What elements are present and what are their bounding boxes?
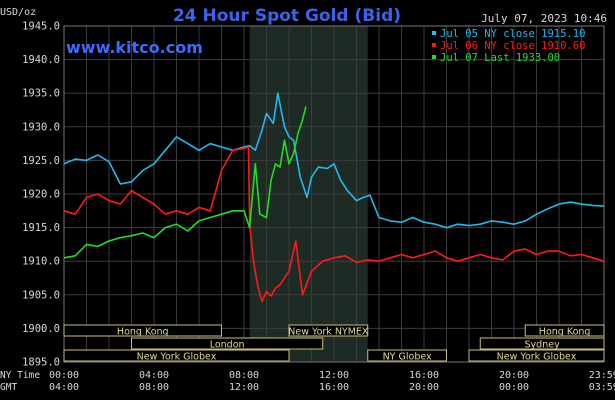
y-tick-label: 1905.0 xyxy=(22,289,60,301)
plot-frame xyxy=(63,25,605,363)
y-tick-label: 1900.0 xyxy=(22,323,60,335)
series-line-1 xyxy=(63,92,604,229)
session-label: London xyxy=(210,340,245,351)
ny-time-tick-label: 12:00 xyxy=(319,370,349,381)
legend: Jul 05 NY close 1915.10 Jul 06 NY close … xyxy=(432,28,585,64)
session-label: NY Globex xyxy=(383,352,432,363)
gmt-tick-label: 00:00 xyxy=(499,382,529,393)
session-label: New York Globex xyxy=(497,352,577,363)
session-bar xyxy=(63,324,222,337)
session-label: New York Globex xyxy=(137,352,217,363)
legend-label-jul07: Jul 07 Last 1933.00 xyxy=(440,52,560,64)
y-tick-label: 1910.0 xyxy=(22,256,60,268)
plot-area xyxy=(63,25,605,363)
series-line-3 xyxy=(63,106,307,259)
legend-marker xyxy=(432,43,436,47)
gmt-tick-label: 12:00 xyxy=(229,382,259,393)
session-bar xyxy=(479,337,605,350)
ny-time-tick-label: 08:00 xyxy=(229,370,259,381)
ny-time-tick-label: 00:00 xyxy=(49,370,79,381)
legend-label-jul06: Jul 06 NY close 1910.60 xyxy=(440,40,585,52)
chart-title: 24 Hour Spot Gold (Bid) xyxy=(173,6,401,26)
session-bar xyxy=(468,349,605,362)
y-tick-label: 1915.0 xyxy=(22,222,60,234)
session-bar xyxy=(63,349,290,362)
series-line-2 xyxy=(63,146,605,303)
session-bar xyxy=(367,349,447,362)
y-tick-label: 1930.0 xyxy=(22,121,60,133)
y-tick-label: 1895.0 xyxy=(22,357,60,369)
y-tick-label: 1920.0 xyxy=(22,189,60,201)
session-label: New York NYMEX xyxy=(288,327,369,338)
gmt-row-label: GMT xyxy=(0,382,17,393)
y-tick-label: 1940.0 xyxy=(22,54,60,66)
y-tick-label: 1935.0 xyxy=(22,88,60,100)
gmt-tick-label: 16:00 xyxy=(319,382,349,393)
legend-marker xyxy=(432,55,436,59)
y-tick-label: 1925.0 xyxy=(22,155,60,167)
site-watermark: www.kitco.com xyxy=(66,38,203,57)
session-bar xyxy=(131,337,324,350)
session-label: Hong Kong xyxy=(539,327,591,338)
session-bar xyxy=(524,324,605,337)
session-bar xyxy=(288,324,369,337)
gmt-tick-label: 04:00 xyxy=(49,382,79,393)
time-axis: 00:0004:0008:0012:0016:0020:0023:5904:00… xyxy=(49,370,615,393)
ny-time-tick-label: 16:00 xyxy=(409,370,439,381)
legend-marker xyxy=(432,31,436,35)
ny-time-tick-label: 04:00 xyxy=(139,370,169,381)
datetime-label: July 07, 2023 10:46 xyxy=(481,12,607,25)
ny-time-row-label: NY Time xyxy=(0,370,40,381)
unit-label: USD/oz xyxy=(0,7,36,18)
gmt-tick-label: 20:00 xyxy=(409,382,439,393)
y-tick-label: 1945.0 xyxy=(22,21,60,33)
gmt-tick-label: 03:59 xyxy=(589,382,615,393)
y-axis: 1945.0 1940.0 1935.0 1930.0 1925.0 1920.0 1915… xyxy=(22,21,60,369)
session-label: Hong Kong xyxy=(117,327,169,338)
legend-label-jul05: Jul 05 NY close 1915.10 xyxy=(440,28,585,40)
session-label: Sydney xyxy=(525,340,561,351)
gmt-tick-label: 08:00 xyxy=(139,382,169,393)
ny-time-tick-label: 23:59 xyxy=(589,370,615,381)
ny-time-tick-label: 20:00 xyxy=(499,370,529,381)
